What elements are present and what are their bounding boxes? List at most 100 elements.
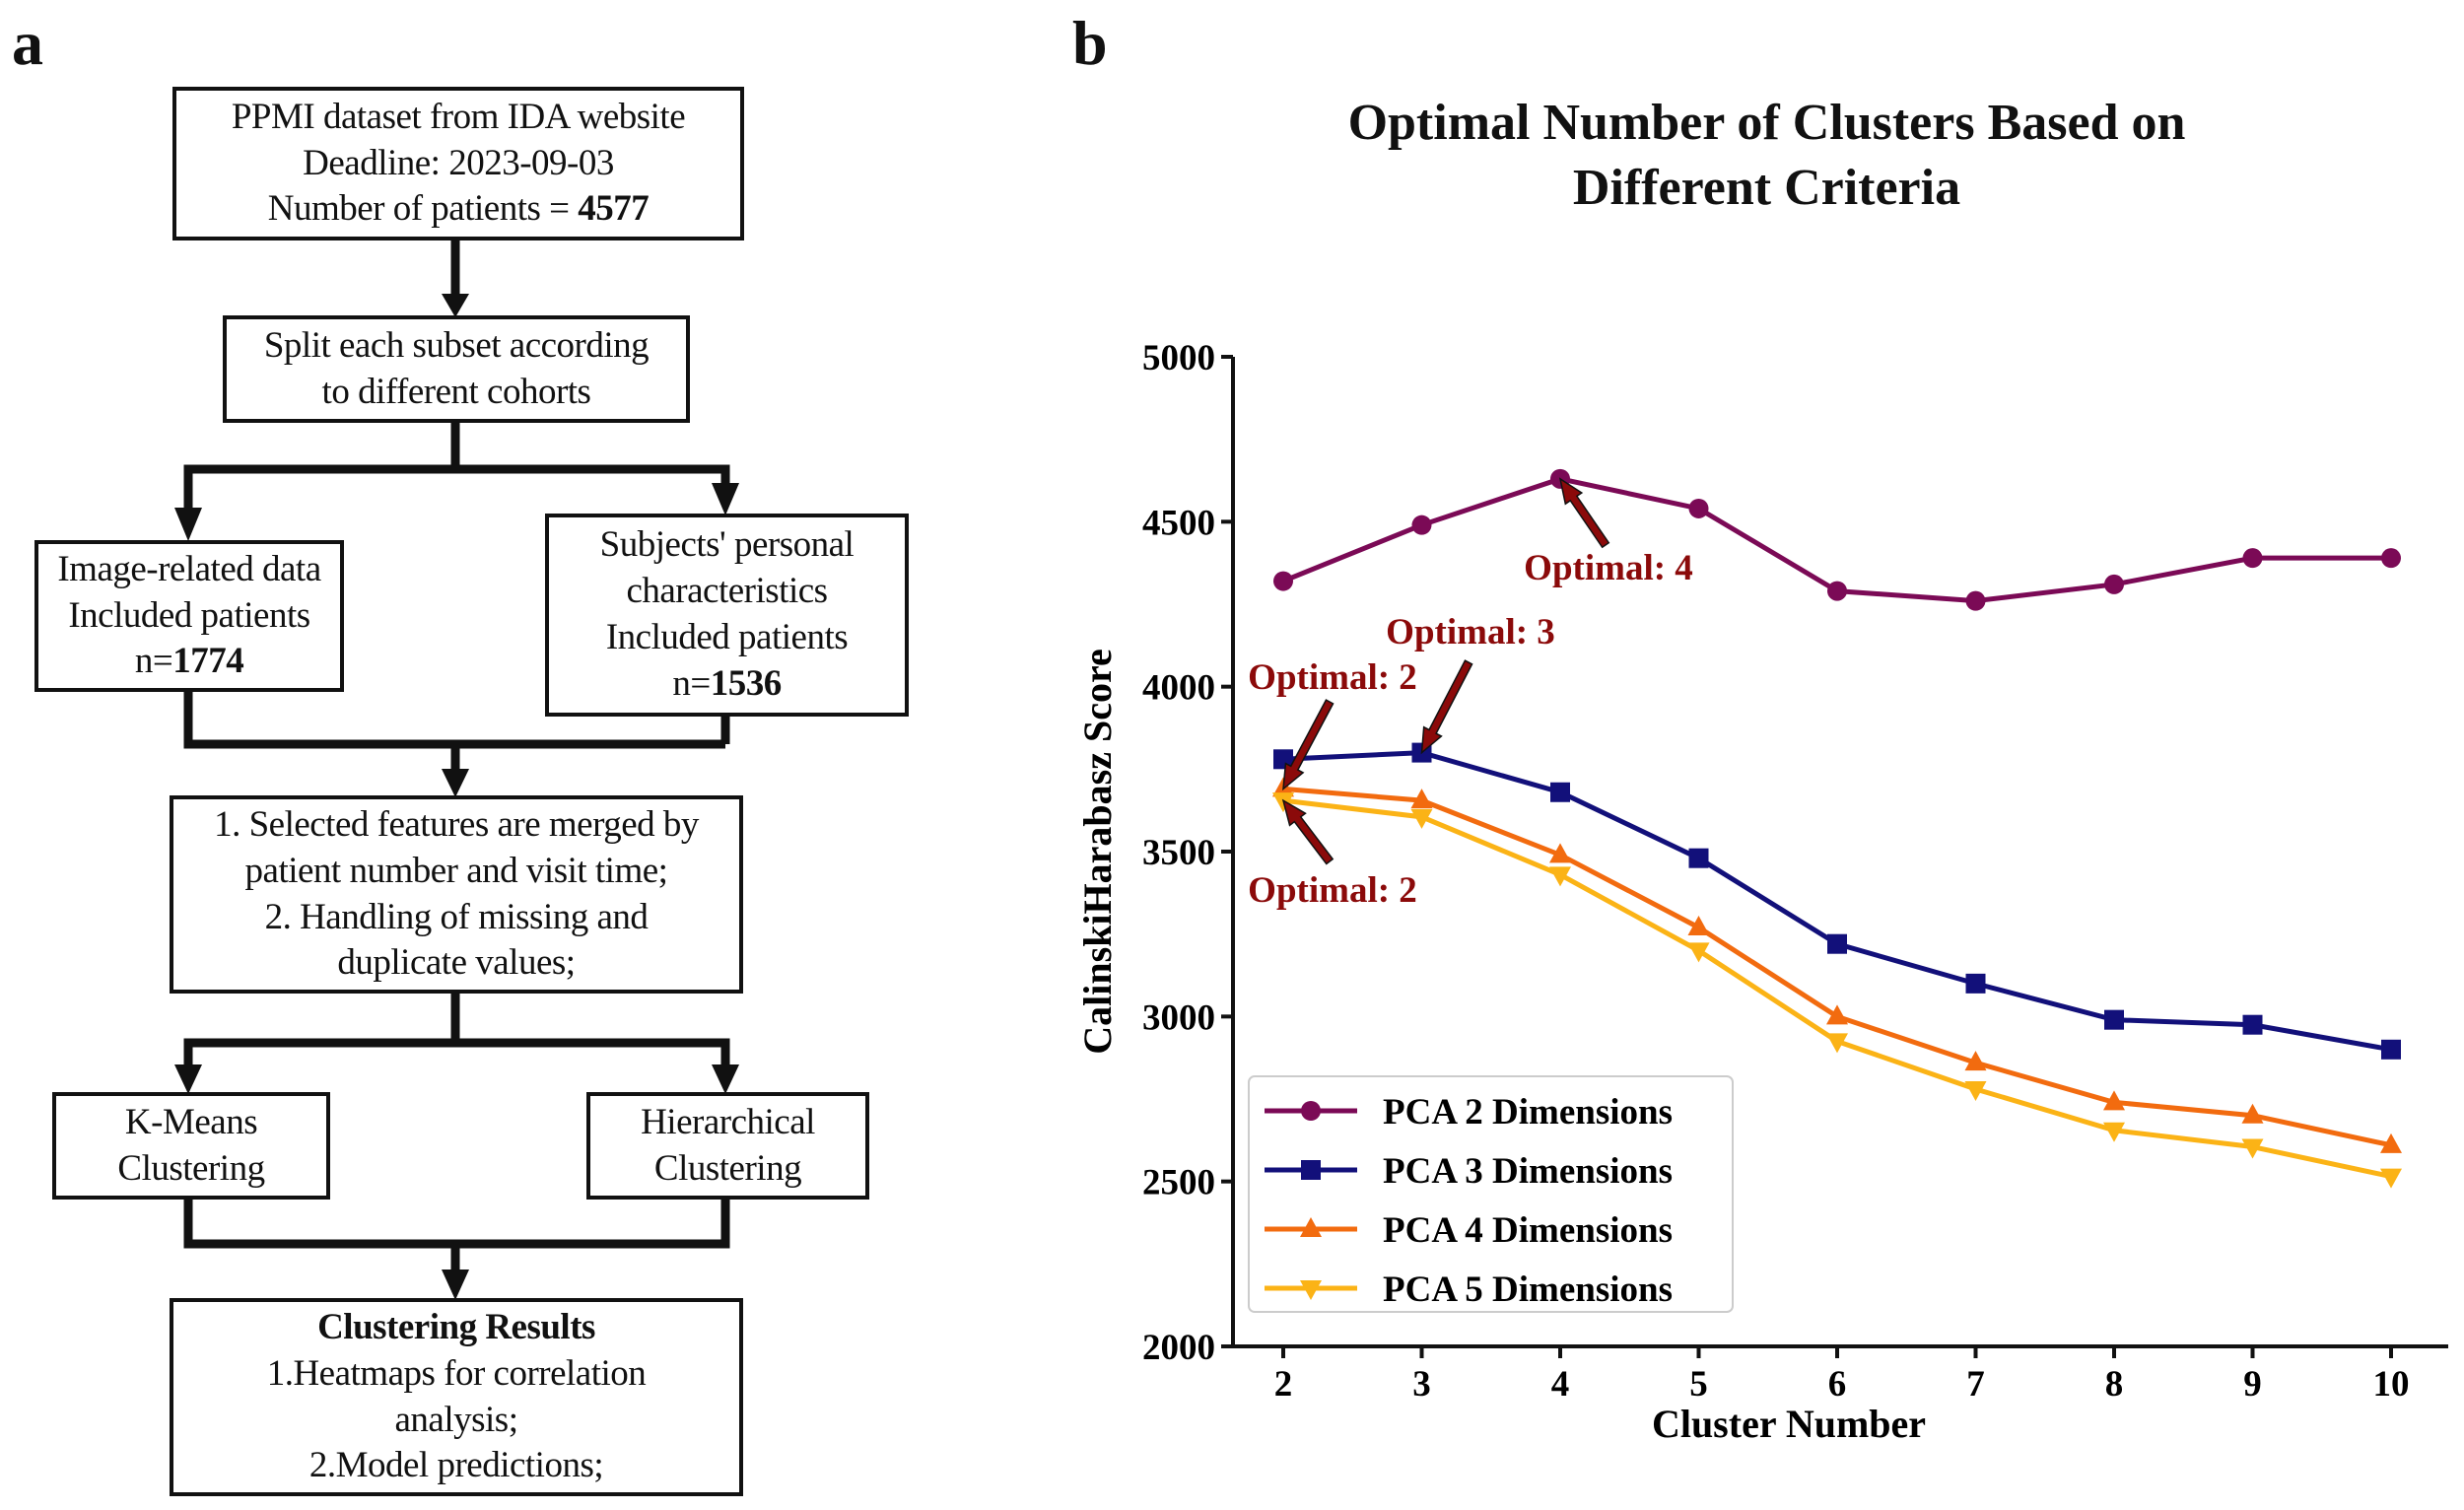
x-tick-label: 6	[1828, 1364, 1847, 1405]
legend-label: PCA 4 Dimensions	[1383, 1210, 1673, 1251]
y-axis-label: CalinskiHarabasz Score	[1075, 649, 1120, 1055]
patient-count: 1536	[710, 662, 783, 704]
box-dataset-source: PPMI dataset from IDA website Deadline: …	[172, 87, 744, 240]
x-tick-label: 4	[1551, 1364, 1570, 1405]
x-tick-label: 8	[2105, 1364, 2124, 1405]
data-point	[1410, 808, 1433, 829]
box-subject-characteristics: Subjects' personal characteristics Inclu…	[545, 514, 909, 717]
flowchart-connectors	[174, 239, 739, 1300]
patient-count: 4577	[578, 188, 650, 230]
patient-count: 1774	[172, 641, 244, 682]
data-point	[1965, 973, 1986, 994]
box-text: Image-related data	[57, 548, 321, 589]
chart-title: Optimal Number of Clusters Based on Diff…	[1183, 91, 2351, 221]
data-point	[2381, 548, 2401, 569]
data-point	[2242, 1014, 2263, 1035]
label: n=	[134, 641, 173, 682]
arrow-down-icon	[442, 1270, 469, 1300]
data-point	[1964, 1080, 1987, 1101]
legend-label: PCA 5 Dimensions	[1383, 1270, 1673, 1310]
box-text: Included patients	[605, 617, 849, 657]
box-text: n=1536	[672, 661, 783, 708]
x-tick-label: 5	[1689, 1364, 1708, 1405]
chart-title-line: Optimal Number of Clusters Based on	[1347, 95, 2186, 151]
box-text: n=1774	[134, 639, 244, 685]
box-text: K-Means	[124, 1101, 258, 1142]
x-tick-label: 7	[1966, 1364, 1985, 1405]
data-point	[2242, 548, 2263, 569]
data-point	[1826, 1033, 1848, 1054]
box-text: to different cohorts	[321, 371, 591, 412]
legend-marker	[1301, 1101, 1321, 1121]
y-tick-label: 2500	[1142, 1163, 1215, 1203]
box-split-cohorts: Split each subset according to different…	[223, 315, 690, 423]
data-point	[1826, 1004, 1848, 1025]
connector-lines	[183, 239, 730, 1271]
data-point	[1410, 789, 1433, 809]
box-merge-features: 1. Selected features are merged by patie…	[170, 795, 743, 994]
legend-marker	[1301, 1160, 1321, 1180]
legend-marker	[1300, 1217, 1322, 1237]
box-text: Clustering	[117, 1147, 265, 1189]
data-point	[1688, 848, 1709, 868]
x-tick-label: 3	[1412, 1364, 1431, 1405]
data-point	[2241, 1103, 2264, 1124]
y-tick-label: 2000	[1142, 1328, 1215, 1368]
box-hierarchical: Hierarchical Clustering	[586, 1092, 869, 1200]
panel-b-label: b	[1072, 8, 1108, 78]
data-point	[1550, 782, 1570, 802]
chart-title-line: Different Criteria	[1572, 160, 1961, 216]
legend-box	[1248, 1075, 1734, 1313]
data-point	[1687, 915, 1710, 935]
box-image-data: Image-related data Included patients n=1…	[34, 540, 344, 692]
y-tick-label: 3500	[1142, 833, 1215, 873]
box-text: characteristics	[626, 571, 828, 612]
annotation-label: Optimal: 2	[1248, 870, 1417, 911]
data-point	[2380, 1168, 2402, 1189]
annotation-label: Optimal: 4	[1524, 548, 1693, 588]
box-text: Number of patients = 4577	[268, 186, 650, 233]
box-text: patient number and visit time;	[244, 850, 668, 891]
box-text: Deadline: 2023-09-03	[303, 142, 614, 183]
box-text: PPMI dataset from IDA website	[231, 96, 686, 137]
y-tick-label: 5000	[1142, 338, 1215, 378]
data-point	[1549, 866, 1571, 887]
label: n=	[672, 662, 711, 704]
box-text: duplicate values;	[337, 942, 576, 984]
x-tick-label: 9	[2243, 1364, 2262, 1405]
box-clustering-results: Clustering Results 1.Heatmaps for correl…	[170, 1298, 743, 1496]
data-point	[1965, 590, 1986, 611]
box-text: 2. Handling of missing and	[264, 896, 649, 937]
arrow-down-icon	[442, 769, 469, 797]
y-tick-label: 4500	[1142, 503, 1215, 543]
label: Number of patients =	[267, 188, 579, 230]
data-point	[2241, 1138, 2264, 1159]
data-point	[1411, 515, 1432, 535]
box-text: Split each subset according	[263, 324, 650, 366]
arrow-down-icon	[712, 1064, 739, 1094]
annotation-arrow-icon	[1558, 477, 1610, 549]
box-text: analysis;	[394, 1399, 518, 1440]
data-point	[1964, 1051, 1987, 1071]
arrow-down-icon	[174, 1064, 202, 1094]
box-text: 1.Heatmaps for correlation	[266, 1352, 647, 1394]
x-axis-label: Cluster Number	[1652, 1402, 1926, 1446]
box-kmeans: K-Means Clustering	[52, 1092, 330, 1200]
data-point	[1688, 498, 1709, 518]
data-point	[2104, 1009, 2124, 1030]
box-text: Included patients	[68, 594, 310, 636]
box-text: 1. Selected features are merged by	[214, 803, 699, 845]
data-point	[2380, 1132, 2402, 1153]
arrow-down-icon	[174, 508, 202, 541]
box-text: Clustering	[653, 1147, 802, 1189]
data-point	[2103, 1122, 2125, 1142]
y-tick-label: 3000	[1142, 997, 1215, 1038]
legend-label: PCA 2 Dimensions	[1383, 1092, 1673, 1132]
annotation-arrow-icon	[1420, 659, 1473, 755]
data-point	[2104, 574, 2124, 594]
box-text: 2.Model predictions;	[308, 1445, 604, 1486]
panel-a-label: a	[12, 8, 43, 78]
y-tick-label: 4000	[1142, 668, 1215, 709]
arrow-down-icon	[712, 483, 739, 515]
